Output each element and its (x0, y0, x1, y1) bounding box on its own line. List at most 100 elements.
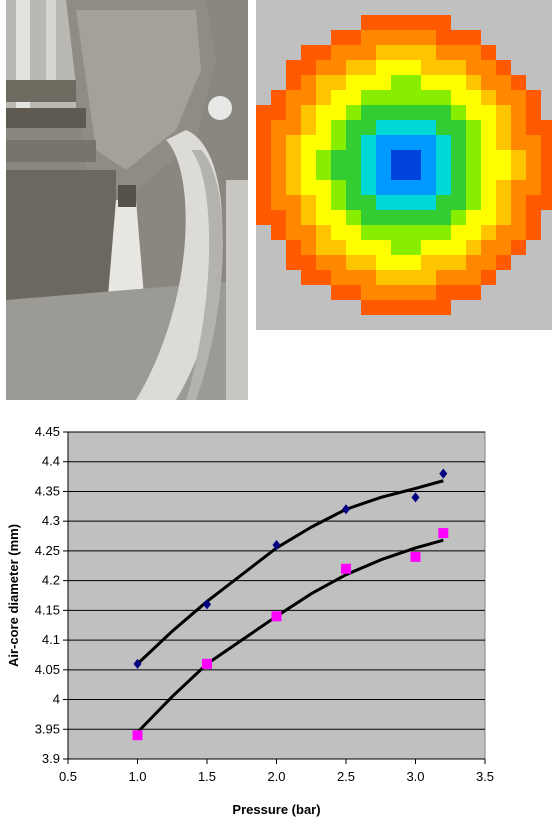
heatmap-cell (391, 255, 406, 270)
data-point-square (202, 658, 212, 669)
heatmap-cell (421, 30, 436, 45)
heatmap-cell (406, 180, 421, 195)
heatmap-cell (376, 165, 391, 180)
heatmap-cell (376, 120, 391, 135)
x-tick-label: 0.5 (59, 769, 77, 784)
heatmap-cell (451, 75, 466, 90)
heatmap-cell (436, 240, 451, 255)
heatmap-cell (541, 120, 552, 135)
heatmap-cell (316, 165, 331, 180)
heatmap-cell (466, 270, 481, 285)
heatmap-cell (406, 75, 421, 90)
heatmap-cell (391, 225, 406, 240)
heatmap-cell (316, 210, 331, 225)
heatmap-cell (481, 120, 496, 135)
heatmap-cell (256, 150, 271, 165)
y-tick-label: 4.05 (35, 662, 60, 677)
heatmap-cell (391, 150, 406, 165)
heatmap-cell (376, 60, 391, 75)
heatmap-cell (391, 135, 406, 150)
heatmap-cell (346, 270, 361, 285)
heatmap-cell (481, 240, 496, 255)
heatmap-cell (421, 270, 436, 285)
heatmap-cell (316, 135, 331, 150)
trendline (136, 479, 444, 665)
heatmap-cell (391, 120, 406, 135)
heatmap-cell (421, 210, 436, 225)
heatmap-cell (286, 255, 301, 270)
heatmap-cell (286, 120, 301, 135)
heatmap-cell (421, 15, 436, 30)
heatmap-cell (511, 75, 526, 90)
heatmap-cell (376, 255, 391, 270)
heatmap-cell (256, 105, 271, 120)
heatmap-cell (286, 135, 301, 150)
heatmap-cell (271, 105, 286, 120)
heatmap-cell (466, 75, 481, 90)
heatmap-cell (406, 270, 421, 285)
heatmap-cell (346, 135, 361, 150)
heatmap-cell (301, 180, 316, 195)
heatmap-cell (346, 120, 361, 135)
heatmap-cell (286, 210, 301, 225)
data-point-square (132, 730, 143, 741)
heatmap-cell (301, 45, 316, 60)
heatmap-cell (451, 270, 466, 285)
heatmap-cell (271, 195, 286, 210)
heatmap-cell (286, 150, 301, 165)
heatmap-cell (331, 135, 346, 150)
heatmap-cell (361, 255, 376, 270)
heatmap-cell (286, 195, 301, 210)
heatmap-cell (271, 120, 286, 135)
heatmap-cell (346, 30, 361, 45)
heatmap-cell (346, 225, 361, 240)
heatmap-cell (466, 165, 481, 180)
heatmap-cell (466, 90, 481, 105)
data-point-diamond (439, 468, 448, 479)
heatmap-cell (526, 150, 541, 165)
heatmap-cell (346, 150, 361, 165)
heatmap-cell (361, 270, 376, 285)
y-tick-label: 3.9 (42, 751, 60, 766)
heatmap-cell (511, 165, 526, 180)
heatmap-cell (421, 225, 436, 240)
heatmap-cell (451, 255, 466, 270)
heatmap-cell (511, 210, 526, 225)
data-point-diamond (411, 492, 420, 503)
y-tick-label: 4.35 (35, 483, 60, 498)
heatmap-cell (391, 285, 406, 300)
heatmap-cell (451, 90, 466, 105)
heatmap-cell (376, 225, 391, 240)
heatmap-cell (256, 180, 271, 195)
heatmap-cell (496, 150, 511, 165)
heatmap-cell (256, 195, 271, 210)
heatmap-cell (331, 180, 346, 195)
heatmap-cell (376, 195, 391, 210)
y-tick-label: 4.4 (42, 454, 60, 469)
heatmap-cell (406, 45, 421, 60)
heatmap-cell (421, 45, 436, 60)
heatmap-cell (406, 240, 421, 255)
heatmap-cell (496, 240, 511, 255)
heatmap-cell (391, 30, 406, 45)
heatmap-cell (451, 285, 466, 300)
heatmap-cell (346, 165, 361, 180)
heatmap-cell (496, 105, 511, 120)
heatmap-cell (376, 75, 391, 90)
heatmap-cell (331, 30, 346, 45)
heatmap-cell (481, 165, 496, 180)
heatmap-cell (271, 210, 286, 225)
heatmap-cell (481, 180, 496, 195)
heatmap-cell (436, 120, 451, 135)
heatmap-cell (271, 135, 286, 150)
heatmap-cell (346, 255, 361, 270)
heatmap-cell (406, 120, 421, 135)
heatmap-cell (481, 75, 496, 90)
heatmap-cell (466, 285, 481, 300)
heatmap-cell (496, 75, 511, 90)
heatmap-cell (421, 135, 436, 150)
heatmap-cell (436, 60, 451, 75)
heatmap-cell (406, 105, 421, 120)
heatmap-cell (316, 60, 331, 75)
heatmap-cell (346, 75, 361, 90)
